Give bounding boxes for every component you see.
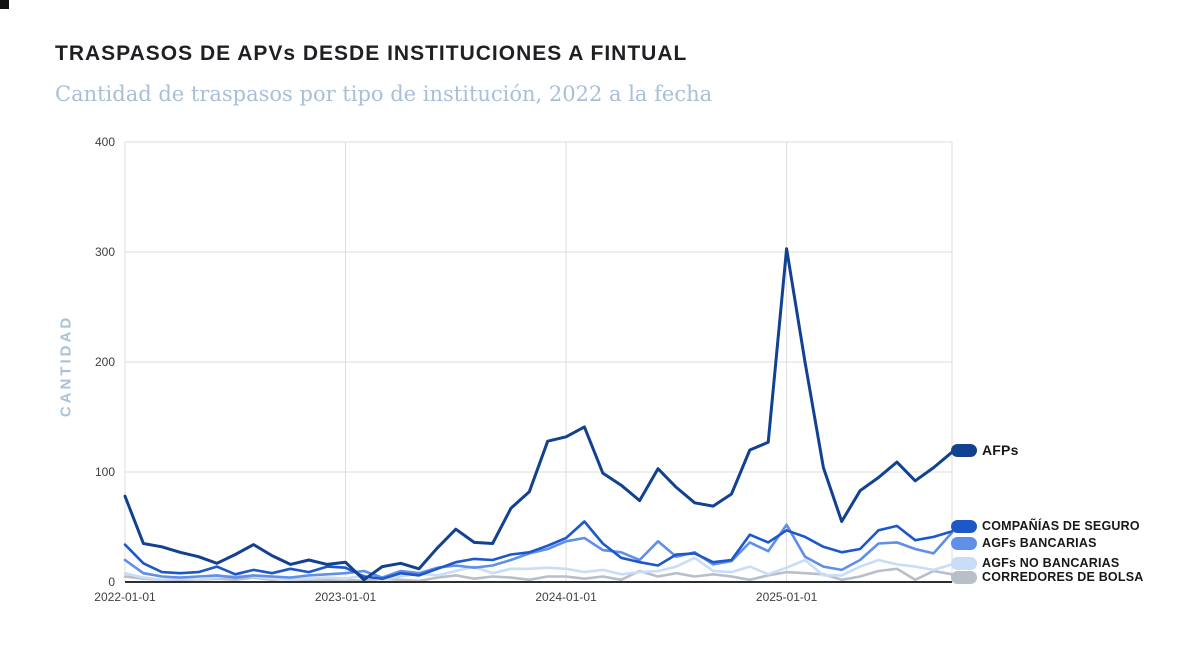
y-tick-label: 400 (94, 135, 115, 149)
series-line-afps (123, 247, 954, 582)
series-line-agfs-bancarias (123, 523, 954, 579)
legend-swatch-icon (951, 570, 977, 584)
series-line-compa-as-de-seguro (123, 520, 954, 581)
legend-swatch-icon (951, 536, 977, 550)
legend-swatch-icon (951, 519, 977, 533)
legend-label: AGFs BANCARIAS (982, 536, 1097, 550)
y-tick-label: 200 (94, 355, 115, 369)
series-line-agfs-no-bancarias (123, 556, 954, 582)
corner-mark (0, 0, 9, 9)
x-tick-label: 2023-01-01 (314, 590, 377, 604)
x-tick-label: 2022-01-01 (94, 590, 156, 604)
chart-title: TRASPASOS DE APVs DESDE INSTITUCIONES A … (55, 42, 688, 65)
legend-label: AFPs (982, 442, 1019, 458)
legend-item-agfs-no-bancarias: AGFs NO BANCARIAS (951, 556, 1119, 570)
x-tick-label: 2024-01-01 (535, 590, 597, 604)
legend-item-afps: AFPs (951, 442, 1019, 458)
chart-subtitle: Cantidad de traspasos por tipo de instit… (55, 82, 713, 106)
legend-item-compa-as-de-seguro: COMPAÑÍAS DE SEGURO (951, 519, 1140, 533)
y-tick-label: 300 (94, 245, 115, 259)
legend-swatch-icon (951, 556, 977, 570)
legend-label: CORREDORES DE BOLSA (982, 570, 1144, 584)
legend-swatch-icon (951, 443, 977, 457)
legend-item-corredores-de-bolsa: CORREDORES DE BOLSA (951, 570, 1143, 584)
legend-label: COMPAÑÍAS DE SEGURO (982, 519, 1140, 533)
legend-item-agfs-bancarias: AGFs BANCARIAS (951, 536, 1097, 550)
y-tick-label: 0 (108, 575, 115, 589)
y-tick-label: 100 (94, 465, 115, 479)
legend-label: AGFs NO BANCARIAS (982, 556, 1120, 570)
x-tick-label: 2025-01-01 (755, 590, 818, 604)
